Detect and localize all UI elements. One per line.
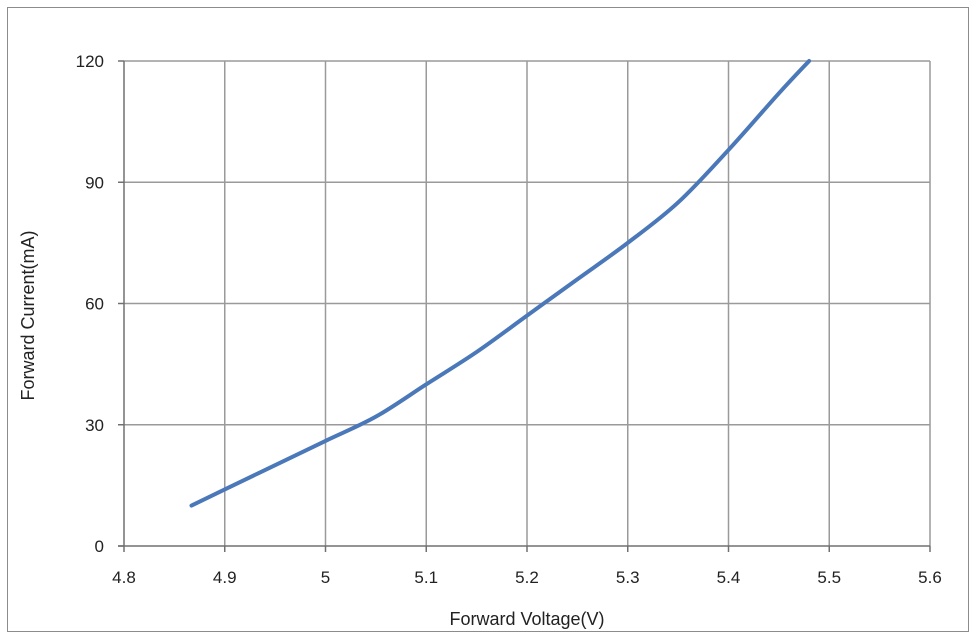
x-tick-label: 4.9 xyxy=(213,568,237,587)
x-tick-label: 5.3 xyxy=(616,568,640,587)
grid xyxy=(124,60,931,546)
y-tick-label: 120 xyxy=(76,52,104,71)
y-tick-labels: 0 30 60 90 120 xyxy=(76,52,104,556)
y-axis-title: Forward Current(mA) xyxy=(18,230,38,400)
x-tick-label: 5.1 xyxy=(414,568,438,587)
series-group xyxy=(189,59,812,508)
y-tick-label: 30 xyxy=(85,416,104,435)
y-tick-label: 0 xyxy=(95,537,104,556)
series-line xyxy=(189,59,812,508)
chart-frame xyxy=(7,7,969,632)
x-tick-label: 4.8 xyxy=(112,568,136,587)
y-tick-label: 60 xyxy=(85,295,104,314)
x-tick-labels: 4.8 4.9 5 5.1 5.2 5.3 5.4 5.5 5.6 xyxy=(112,568,942,587)
x-tick-label: 5.6 xyxy=(918,568,942,587)
x-tick-label: 5.5 xyxy=(817,568,841,587)
y-tick-label: 90 xyxy=(85,173,104,192)
x-tick-label: 5.4 xyxy=(717,568,741,587)
axes xyxy=(118,60,931,552)
x-axis-title: Forward Voltage(V) xyxy=(449,609,604,629)
x-tick-label: 5.2 xyxy=(515,568,539,587)
x-tick-label: 5 xyxy=(321,568,330,587)
